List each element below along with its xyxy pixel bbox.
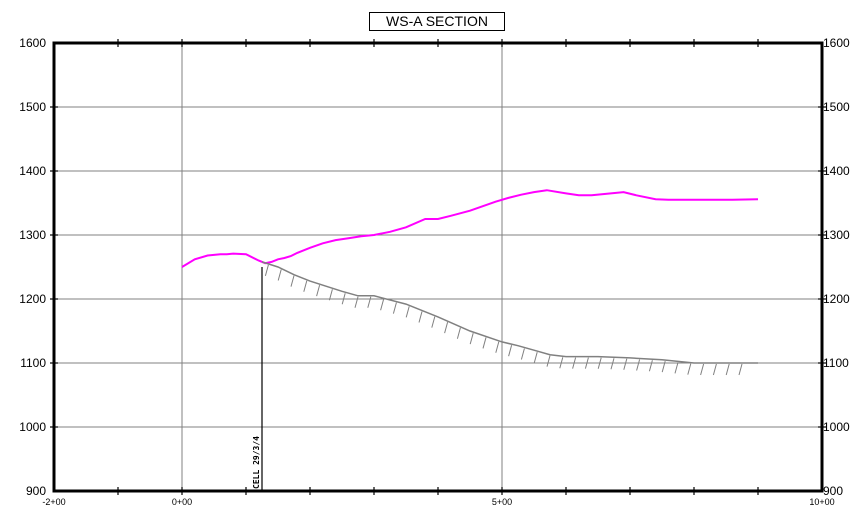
ground-hatch-mark [725,363,730,376]
ground-hatch-mark [290,275,295,287]
y-tick-label-left: 1400 [19,164,46,178]
ground-hatch-mark [648,360,653,372]
y-tick-label-left: 1500 [19,100,46,114]
ground-hatch-mark [482,337,487,349]
ground-hatch-mark [661,360,666,373]
x-tick-label: 10+00 [809,497,834,507]
ground-hatch-mark [738,363,743,376]
y-tick-label-right: 1100 [823,356,849,370]
y-tick-label-left: 1300 [19,228,46,242]
ground-hatch-mark [418,311,423,323]
ground-hatch-mark [444,322,449,334]
y-tick-label-right: 900 [823,484,843,498]
y-tick-label-right: 1200 [823,292,850,306]
ground-hatch-mark [546,355,551,367]
water-surface-line [181,189,759,268]
ground-hatch-mark [341,293,346,305]
ground-hatch-mark [712,363,717,376]
y-tick-label-right: 1600 [823,36,850,50]
ground-hatch-mark [495,341,500,353]
ground-hatch-mark [520,348,525,360]
ground-hatch-mark [559,357,564,369]
ground-hatch-mark [610,358,615,370]
ground-hatch-mark [354,296,359,308]
ground-hatch-mark [380,299,385,311]
ground-hatch-mark [623,358,628,370]
ground-hatch-mark [700,363,705,376]
ground-hatch-mark [508,345,513,357]
ground-hatch-mark [636,359,641,371]
y-tick-label-left: 900 [26,484,46,498]
ground-hatch-mark [277,269,282,281]
y-tick-label-left: 1000 [19,420,46,434]
y-tick-label-right: 1000 [823,420,850,434]
ground-hatch-mark [687,363,692,375]
ground-hatch-mark [533,351,538,364]
ground-hatch-mark [264,264,269,277]
ground-hatch-mark [392,302,397,314]
ground-hatch-mark [431,316,436,328]
chart-title: WS-A SECTION [369,12,505,31]
y-tick-label-right: 1500 [823,100,850,114]
x-tick-label: -2+00 [42,497,65,507]
ground-hatch-mark [572,357,577,369]
plot-frame [52,41,824,493]
y-tick-label-right: 1400 [823,164,850,178]
cell-marker-label: CELL 29/3/4 [252,436,261,489]
ground-hatch-mark [597,357,602,369]
ground-hatch-mark [316,285,321,297]
ground-hatch-mark [456,327,461,339]
y-tick-label-right: 1300 [823,228,850,242]
ground-hatch-mark [328,289,333,301]
ground-hatch-mark [405,306,410,318]
y-tick-label-left: 1100 [20,356,46,370]
y-tick-label-left: 1200 [19,292,46,306]
ground-hatch-mark [674,362,679,374]
ground-hatch-mark [469,332,474,345]
x-tick-label: 0+00 [172,497,192,507]
y-tick-label-left: 1600 [19,36,46,50]
ground-hatch-mark [367,296,372,308]
ground-hatch-mark [584,357,589,369]
ground-profile-line [261,261,758,364]
ground-hatch-mark [303,280,308,292]
x-tick-label: 5+00 [492,497,512,507]
